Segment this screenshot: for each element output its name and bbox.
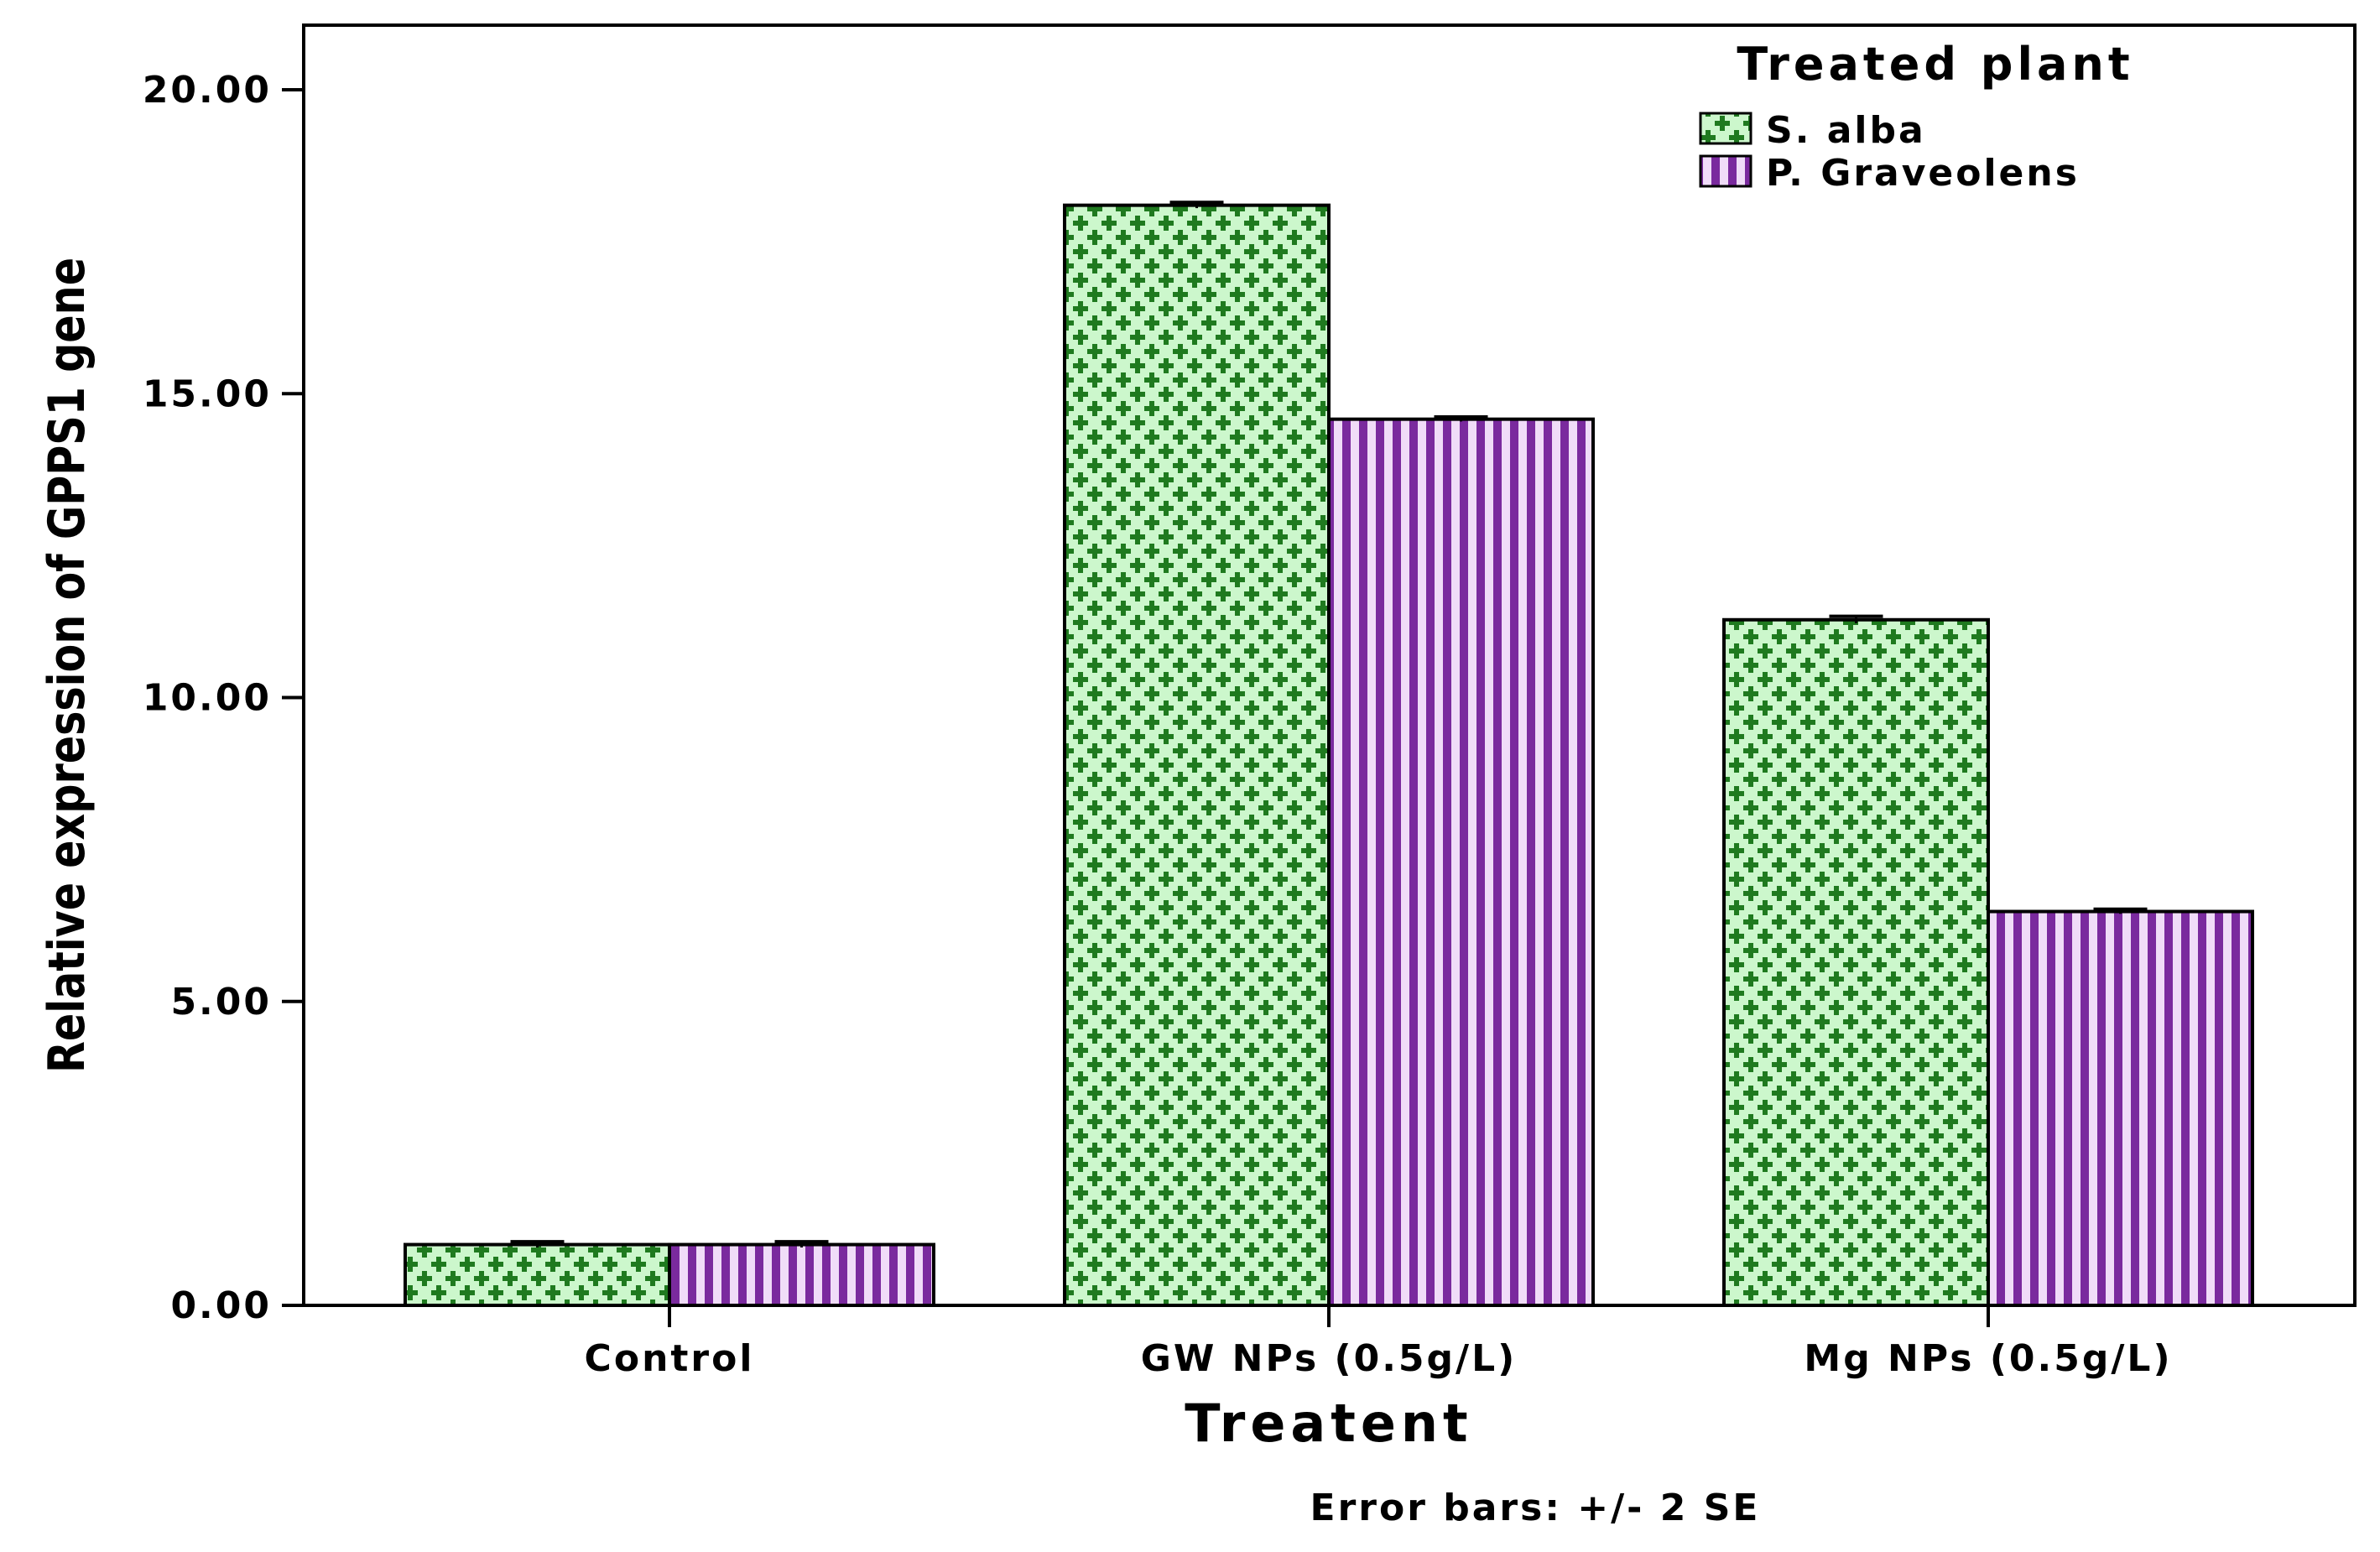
- bar-s-alba-1: [1063, 203, 1331, 1307]
- legend-swatch-s-alba: [1699, 112, 1752, 145]
- y-axis: 0.00 5.00 10.00 15.00 20.00: [143, 69, 304, 1327]
- y-tick-label: 20.00: [143, 69, 272, 112]
- bar-s-alba-2: [1722, 617, 1990, 1307]
- x-category-label: Control: [585, 1337, 755, 1380]
- y-tick-label: 5.00: [170, 981, 272, 1023]
- y-axis-label: Relative expression of GPPS1 gene: [37, 258, 96, 1073]
- legend: Treated plant S. alba P. Graveolens: [1699, 38, 2133, 195]
- bar-s-alba-0: [404, 1242, 671, 1308]
- x-category-label: GW NPs (0.5g/L): [1141, 1337, 1518, 1380]
- x-axis: Control GW NPs (0.5g/L) Mg NPs (0.5g/L): [585, 1305, 2172, 1380]
- legend-swatch-p-graveolens: [1699, 154, 1752, 188]
- y-tick-label: 15.00: [143, 372, 272, 415]
- bar-p-graveolens-0: [668, 1242, 935, 1308]
- legend-title: Treated plant: [1737, 38, 2133, 91]
- legend-label-s-alba: S. alba: [1766, 109, 1926, 152]
- bar-p-graveolens-2: [1987, 909, 2254, 1308]
- y-tick-label: 10.00: [143, 677, 272, 720]
- error-bar-note: Error bars: +/- 2 SE: [1310, 1487, 1761, 1529]
- x-axis-label: Treatent: [1185, 1393, 1472, 1454]
- bar-p-graveolens-1: [1327, 417, 1595, 1308]
- bars: [404, 201, 2254, 1308]
- x-category-label: Mg NPs (0.5g/L): [1804, 1337, 2172, 1380]
- legend-label-p-graveolens: P. Graveolens: [1766, 152, 2080, 195]
- y-tick-label: 0.00: [170, 1284, 272, 1327]
